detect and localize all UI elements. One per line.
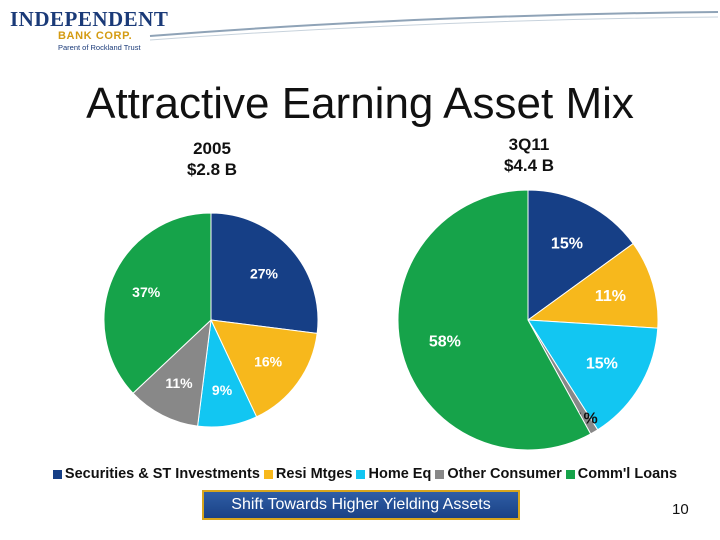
chart-2-total: $4.4 B [503, 156, 555, 175]
legend-swatch [565, 469, 575, 479]
logo-name: INDEPENDENT [10, 7, 169, 31]
legend-item-2: Resi Mtges [263, 466, 353, 482]
summary-banner: Shift Towards Higher Yielding Assets [202, 490, 520, 520]
legend-swatch [52, 469, 62, 479]
chart-2-title: 3Q11 $4.4 B [459, 134, 599, 176]
page-number: 10 [672, 501, 689, 518]
legend-item-3: Home Eq [356, 466, 431, 482]
pie-2-label-2: 11% [595, 288, 626, 305]
pie-2-label-5: 58% [429, 333, 461, 350]
pie-1-slice-1 [210, 212, 319, 334]
legend-label: Comm'l Loans [577, 466, 678, 482]
chart-1-period: 2005 [193, 139, 231, 158]
pie-1-slice-2 [210, 319, 318, 418]
pie-2-slice-3 [527, 319, 659, 431]
legend-swatch [356, 469, 366, 479]
pie-2-slice-2 [526, 242, 659, 329]
pie-1-slice-5 [103, 212, 212, 394]
pie-1-label-1: 27% [250, 265, 279, 281]
pie-1-label-4: 11% [165, 375, 193, 391]
logo-subname: BANK CORP. [58, 30, 133, 42]
pie-2-slice-1 [527, 189, 634, 321]
chart-1-title: 2005 $2.8 B [142, 138, 282, 180]
legend-item-4: Other Consumer [435, 466, 562, 482]
pie-1-label-3: 9% [212, 382, 233, 398]
legend-swatch [435, 469, 445, 479]
legend-label: Resi Mtges [275, 466, 353, 482]
legend-swatch [263, 469, 273, 479]
logo-tagline: Parent of Rockland Trust [58, 43, 141, 52]
legend-label: Securities & ST Investments [64, 466, 260, 482]
pie-1-slice-4 [132, 318, 212, 427]
pie-2-label-1: 15% [551, 236, 583, 253]
legend-item-1: Securities & ST Investments [52, 466, 260, 482]
chart-1-total: $2.8 B [186, 160, 238, 179]
chart-legend: Securities & ST Investments Resi Mtges Hom… [22, 466, 712, 482]
legend-item-5: Comm'l Loans [565, 466, 678, 482]
pie-2-label-3: 15% [586, 356, 618, 373]
chart-2-period: 3Q11 [508, 135, 550, 154]
legend-label: Home Eq [368, 466, 432, 482]
slide-title: Attractive Earning Asset Mix [86, 79, 634, 128]
pie-2-slice-5 [397, 189, 592, 451]
pie-1-label-2: 16% [254, 354, 283, 370]
pie-1-label-5: 37% [132, 284, 161, 300]
pie-charts: 27%16%9%11%37%15%11%15%1%58% [103, 189, 659, 451]
header-swoosh [149, 11, 719, 41]
company-logo: INDEPENDENT BANK CORP. Parent of Rocklan… [10, 7, 169, 53]
legend-label: Other Consumer [447, 466, 562, 482]
